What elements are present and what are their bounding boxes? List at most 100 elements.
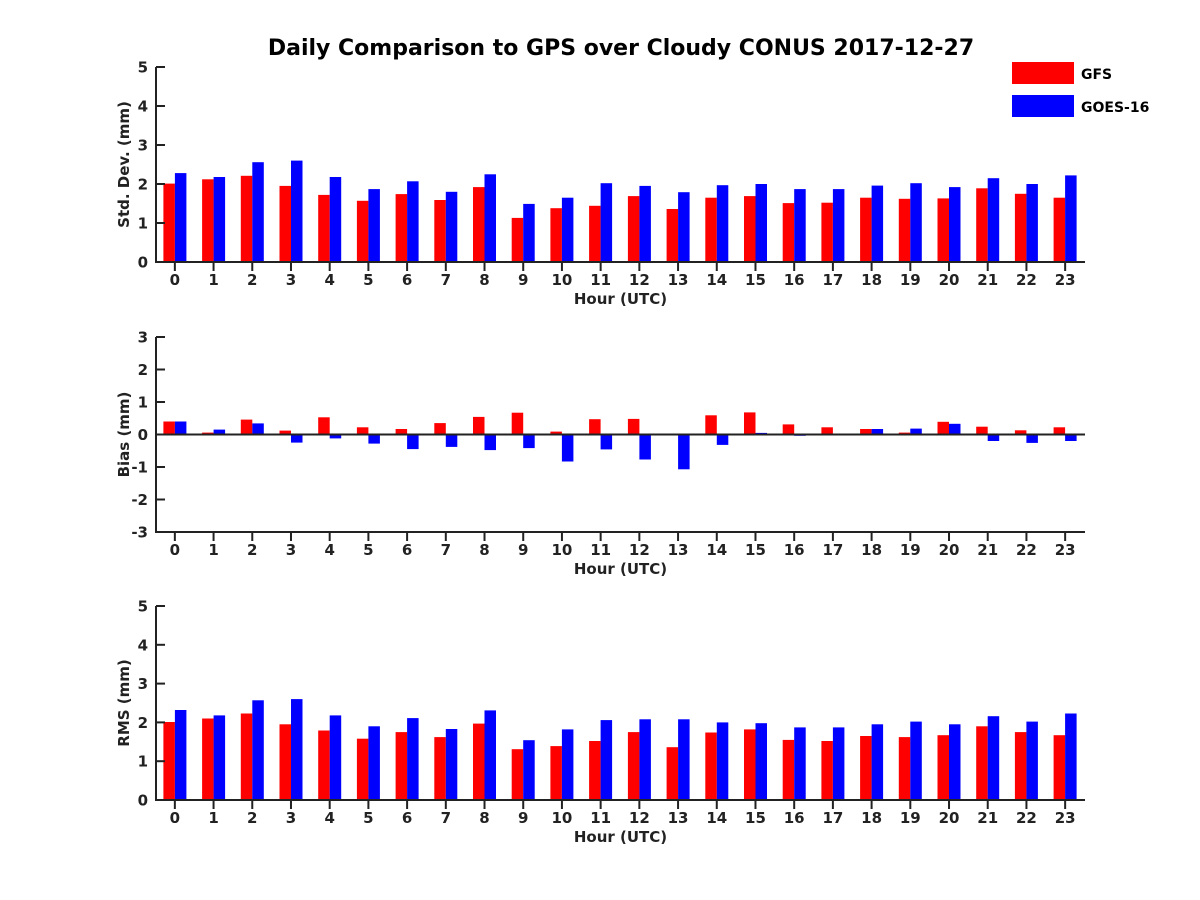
rms-bar-goes16-21: [987, 716, 1000, 800]
std-dev-bar-goes16-6: [407, 181, 419, 262]
bias-bar-gfs-4: [318, 417, 330, 435]
std-dev-x-tick-label: 4: [324, 271, 334, 289]
rms-bar-goes16-6: [407, 718, 419, 800]
rms-bar-goes16-14: [716, 722, 729, 800]
rms-bar-gfs-19: [898, 737, 911, 800]
rms-bar-gfs-7: [434, 737, 446, 800]
rms-x-tick-label: 3: [286, 809, 296, 827]
std-dev-x-tick-label: 18: [861, 271, 882, 289]
rms-bar-goes16-8: [484, 710, 496, 800]
rms-bar-goes16-15: [755, 723, 767, 800]
bias-bar-goes16-4: [329, 434, 342, 439]
std-dev-bar-gfs-2: [240, 175, 253, 262]
rms-bar-gfs-9: [511, 749, 524, 800]
std-dev-bar-goes16-15: [755, 184, 767, 262]
std-dev-bar-gfs-9: [511, 217, 524, 262]
std-dev-bar-gfs-6: [395, 194, 408, 262]
bias-x-axis-label: Hour (UTC): [574, 560, 667, 578]
std-dev-bar-gfs-12: [627, 196, 640, 262]
std-dev-bar-gfs-10: [550, 208, 562, 262]
rms-bar-goes16-18: [871, 724, 884, 800]
rms-bar-gfs-11: [589, 741, 601, 800]
std-dev-bar-gfs-17: [821, 202, 833, 262]
legend-swatch-goes16: [1012, 95, 1074, 117]
bias-bar-goes16-18: [871, 429, 884, 435]
bias-bar-gfs-21: [976, 426, 988, 435]
bias-x-tick-label: 13: [668, 541, 689, 559]
std-dev-bar-goes16-7: [445, 191, 458, 262]
std-dev-bar-goes16-9: [523, 203, 535, 262]
bias-x-tick-label: 18: [861, 541, 882, 559]
std-dev-bar-gfs-16: [782, 203, 795, 262]
std-dev-bar-gfs-1: [202, 179, 214, 262]
bias-bar-gfs-10: [550, 431, 562, 435]
rms-y-tick-label: 5: [138, 598, 148, 616]
rms-bar-goes16-13: [678, 719, 690, 800]
rms-bar-gfs-4: [318, 730, 330, 800]
bias-bar-gfs-14: [705, 415, 717, 435]
std-dev-x-tick-label: 10: [552, 271, 573, 289]
rms-bar-goes16-2: [252, 700, 264, 800]
std-dev-bar-goes16-16: [794, 189, 806, 262]
bias-bar-goes16-8: [484, 434, 496, 451]
bias-bar-goes16-6: [407, 434, 419, 450]
bias-x-tick-label: 6: [402, 541, 412, 559]
std-dev-bar-gfs-11: [589, 205, 601, 262]
bias-bar-goes16-21: [987, 434, 1000, 441]
bias-x-tick-label: 8: [479, 541, 489, 559]
bias-x-tick-label: 16: [784, 541, 805, 559]
std-dev-bar-goes16-0: [174, 173, 187, 262]
rms-x-tick-label: 15: [745, 809, 766, 827]
bias-bar-gfs-0: [163, 421, 175, 435]
rms-bar-goes16-16: [794, 727, 806, 800]
std-dev-x-tick-label: 16: [784, 271, 805, 289]
bias-bar-gfs-17: [821, 427, 833, 435]
rms-x-tick-label: 22: [1016, 809, 1037, 827]
bias-y-tick-label: 2: [138, 361, 148, 379]
bias-x-tick-label: 14: [706, 541, 727, 559]
std-dev-x-tick-label: 7: [441, 271, 451, 289]
bias-bar-gfs-15: [744, 412, 756, 435]
std-dev-x-tick-label: 6: [402, 271, 412, 289]
std-dev-x-tick-label: 9: [518, 271, 528, 289]
std-dev-bar-goes16-8: [484, 174, 496, 263]
bias-bar-goes16-10: [561, 434, 574, 462]
rms-x-tick-label: 10: [552, 809, 573, 827]
legend-label-gfs: GFS: [1081, 67, 1112, 83]
std-dev-bar-goes16-10: [561, 197, 574, 262]
rms-y-tick-label: 3: [138, 675, 148, 693]
std-dev-x-tick-label: 11: [590, 271, 611, 289]
bias-bar-gfs-11: [589, 419, 601, 435]
rms-bar-goes16-10: [561, 729, 574, 800]
rms-bar-goes16-1: [213, 715, 226, 800]
legend-label-goes16: GOES-16: [1081, 100, 1149, 116]
std-dev-x-tick-label: 1: [208, 271, 218, 289]
rms-x-tick-label: 12: [629, 809, 650, 827]
std-dev-bar-goes16-4: [329, 177, 342, 262]
rms-bar-gfs-3: [279, 724, 291, 800]
std-dev-x-tick-label: 20: [939, 271, 960, 289]
rms-bar-goes16-22: [1026, 721, 1038, 800]
rms-y-tick-label: 4: [138, 636, 148, 654]
std-dev-y-tick-label: 0: [138, 254, 148, 272]
std-dev-bar-gfs-4: [318, 194, 330, 262]
rms-bar-goes16-20: [949, 724, 961, 800]
std-dev-x-tick-label: 2: [247, 271, 257, 289]
std-dev-bar-goes16-5: [368, 189, 380, 262]
bias-bar-goes16-3: [291, 434, 303, 443]
bias-bar-goes16-13: [678, 434, 690, 470]
rms-x-tick-label: 21: [977, 809, 998, 827]
std-dev-x-tick-label: 22: [1016, 271, 1037, 289]
rms-bar-gfs-13: [666, 747, 679, 800]
rms-bar-gfs-15: [744, 729, 756, 800]
rms-bar-gfs-5: [356, 738, 369, 800]
rms-bar-goes16-17: [832, 727, 845, 800]
bias-x-tick-label: 17: [822, 541, 843, 559]
rms-x-tick-label: 6: [402, 809, 412, 827]
bias-y-tick-label: -1: [131, 459, 148, 477]
bias-bar-gfs-8: [473, 416, 485, 435]
bias-x-tick-label: 19: [900, 541, 921, 559]
